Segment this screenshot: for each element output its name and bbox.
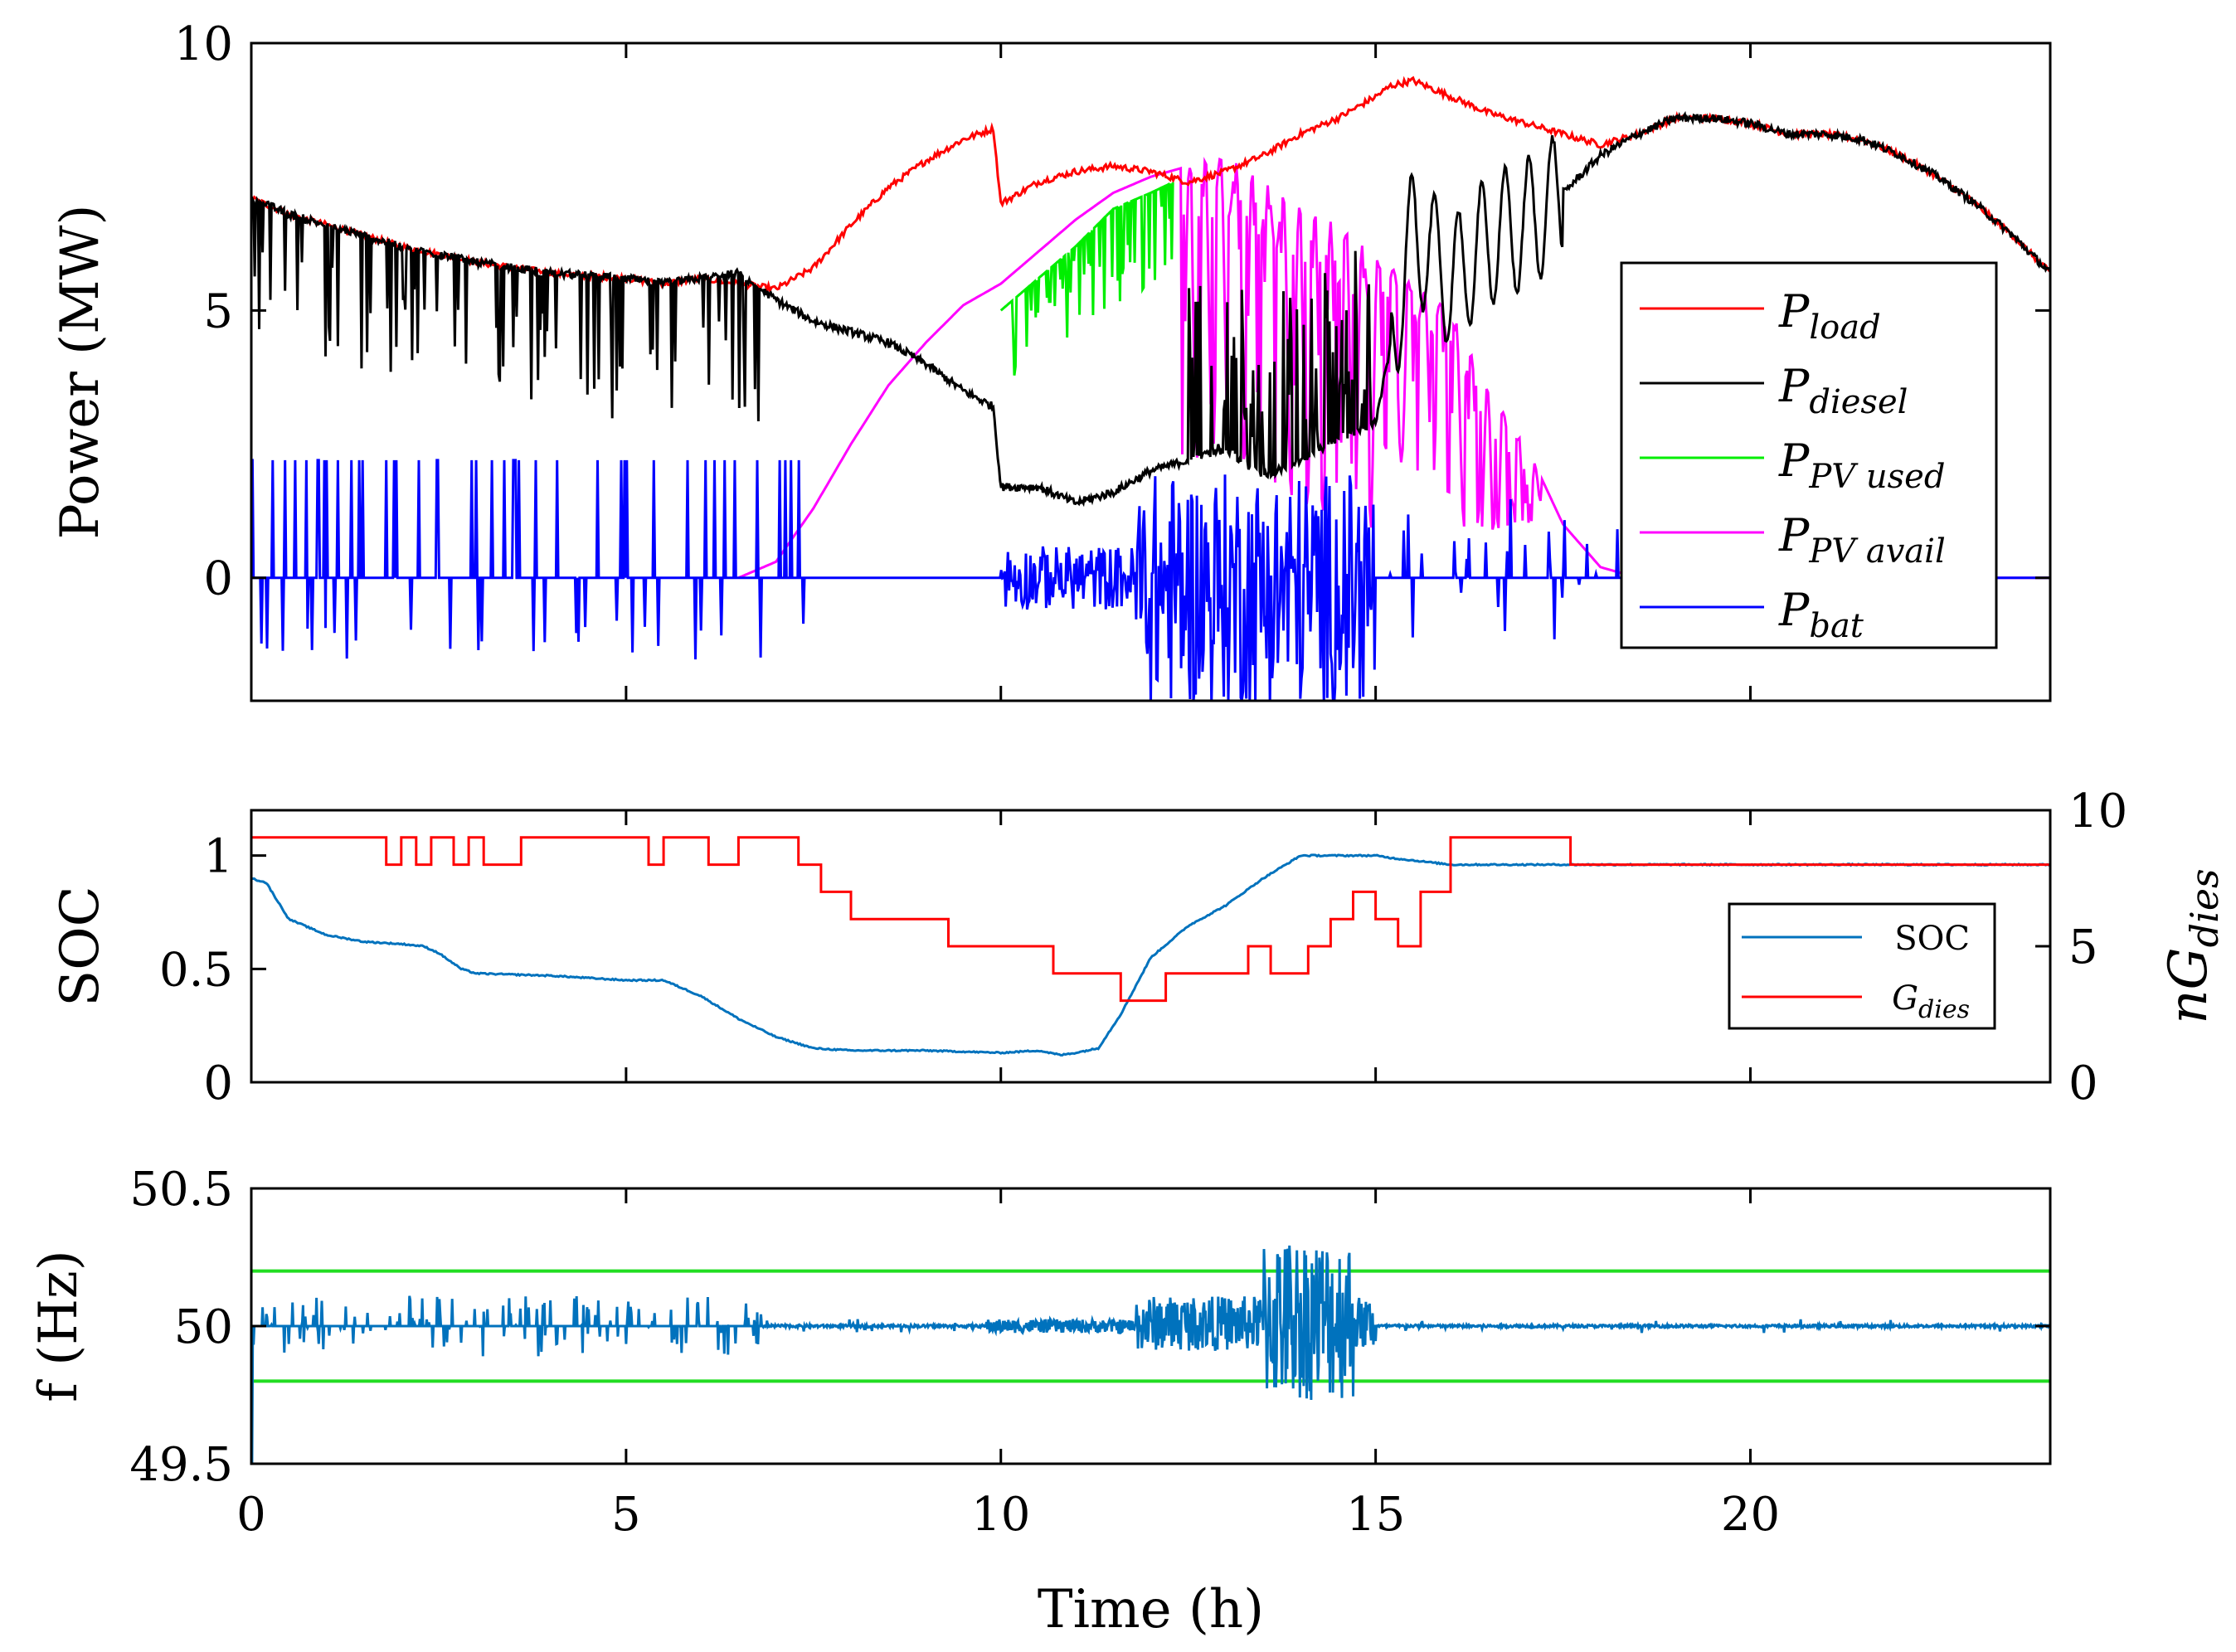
power-ytick-label: 10 <box>174 17 233 71</box>
soc-ytick-label: 1 <box>203 830 233 884</box>
freq-ytick-label: 50.5 <box>129 1163 233 1217</box>
legend-label-pv_avail: PPV avail <box>1778 509 1946 571</box>
soc-ylabel-right: nGdies <box>2158 868 2227 1023</box>
xlabel: Time (h) <box>1038 1579 1264 1640</box>
xtick-label: 5 <box>611 1488 641 1542</box>
legend-label-gdies: Gdies <box>1892 979 1970 1024</box>
soc-legend-box <box>1728 902 1996 1030</box>
legend-label-diesel: Pdiesel <box>1778 360 1908 421</box>
soc-ytick-label: 0 <box>203 1057 233 1110</box>
freq-ytick-label: 50 <box>174 1300 233 1354</box>
xtick-label: 20 <box>1721 1488 1780 1542</box>
legend-label-bat: Pbat <box>1778 584 1864 645</box>
freq-ylabel: f (Hz) <box>28 1250 90 1402</box>
power-legend-box <box>1620 261 1998 649</box>
xtick-label: 0 <box>236 1488 266 1542</box>
xtick-label: 10 <box>971 1488 1030 1542</box>
series-gdies-line <box>251 836 2050 1003</box>
series-load-line <box>251 75 2050 294</box>
legend-label-load: Pload <box>1778 285 1881 347</box>
series-freq-line <box>251 1245 2050 1464</box>
soc-ytick-label-right: 10 <box>2068 785 2127 838</box>
power-ytick-label: 0 <box>203 552 233 606</box>
legend-label-soc: SOC <box>1894 920 1970 958</box>
legend-label-pv_used: PPV used <box>1778 435 1945 496</box>
soc-plot <box>251 836 2050 1057</box>
soc-ylabel: SOC <box>50 886 111 1006</box>
freq-plot <box>251 1245 2050 1464</box>
power-axes-frame <box>250 41 2052 702</box>
soc-ytick-label-right: 0 <box>2068 1057 2098 1110</box>
power-ylabel: Power (MW) <box>50 205 111 540</box>
series-pv-used-line <box>999 182 1174 376</box>
xtick-label: 15 <box>1346 1488 1405 1542</box>
series-diesel-line <box>251 110 2050 508</box>
soc-ytick-label: 0.5 <box>159 943 233 997</box>
soc-ytick-label-right: 5 <box>2068 921 2098 974</box>
power-ytick-label: 5 <box>203 284 233 338</box>
freq-ytick-label: 49.5 <box>129 1438 233 1492</box>
